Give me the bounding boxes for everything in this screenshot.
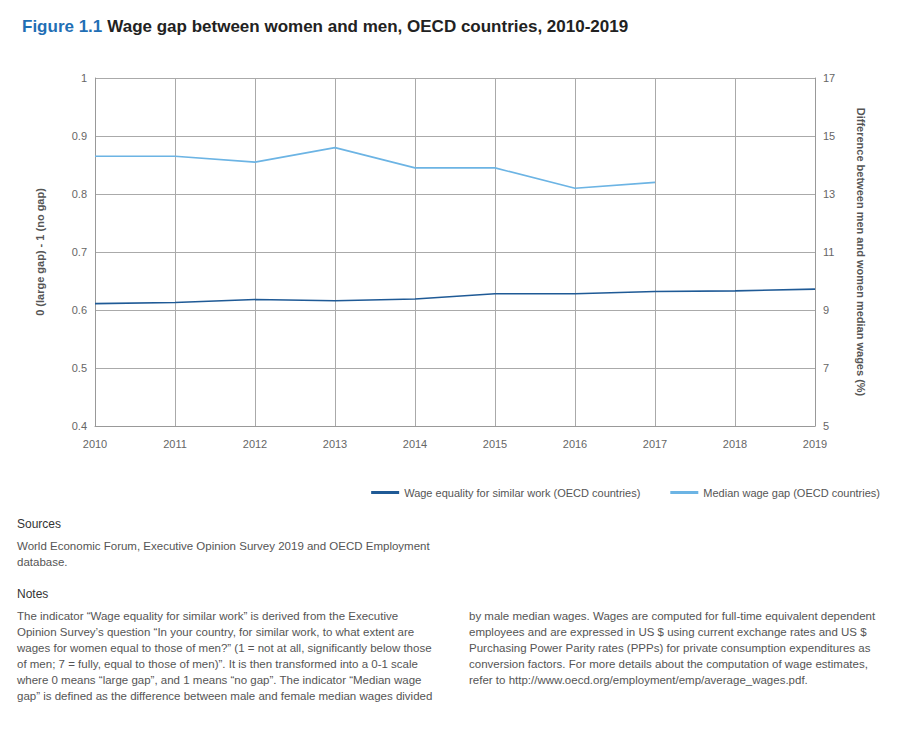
svg-text:7: 7: [823, 362, 829, 374]
svg-text:2011: 2011: [163, 438, 187, 450]
svg-text:0.8: 0.8: [72, 188, 87, 200]
svg-text:2012: 2012: [243, 438, 267, 450]
svg-text:5: 5: [823, 420, 829, 432]
html-text:Notes: Notes: [17, 587, 49, 601]
svg-text:2016: 2016: [563, 438, 587, 450]
html-text:World Economic Forum, Executiv: World Economic Forum, Executive Opinion …: [17, 540, 430, 568]
svg-text:Wage equality for similar work: Wage equality for similar work (OECD cou…: [404, 487, 640, 499]
svg-text:17: 17: [823, 72, 835, 84]
svg-text:2010: 2010: [83, 438, 107, 450]
svg-text:Figure 1.1: Figure 1.1: [22, 17, 102, 36]
svg-text:Median wage gap (OECD countrie: Median wage gap (OECD countries): [703, 487, 880, 499]
svg-text:1: 1: [81, 72, 87, 84]
svg-text:11: 11: [823, 246, 834, 258]
svg-text:2018: 2018: [723, 438, 747, 450]
svg-text:2019: 2019: [803, 438, 827, 450]
svg-text:0.9: 0.9: [72, 130, 87, 142]
svg-text:2017: 2017: [643, 438, 667, 450]
svg-text:Difference between men and wom: Difference between men and women median …: [855, 108, 867, 397]
svg-text:0.4: 0.4: [72, 420, 87, 432]
svg-text:0.6: 0.6: [72, 304, 87, 316]
svg-text:2013: 2013: [323, 438, 347, 450]
svg-text:0.5: 0.5: [72, 362, 87, 374]
svg-text:13: 13: [823, 188, 835, 200]
svg-text:0 (large gap) - 1 (no gap): 0 (large gap) - 1 (no gap): [34, 188, 46, 316]
svg-text:15: 15: [823, 130, 835, 142]
html-text:Sources: Sources: [17, 517, 61, 531]
svg-text:9: 9: [823, 304, 829, 316]
svg-text:0.7: 0.7: [72, 246, 87, 258]
html-text:The indicator “Wage equality f: The indicator “Wage equality for similar…: [17, 610, 876, 702]
svg-text:Wage gap between women and men: Wage gap between women and men, OECD cou…: [107, 17, 628, 36]
svg-text:2015: 2015: [483, 438, 507, 450]
svg-text:2014: 2014: [403, 438, 427, 450]
